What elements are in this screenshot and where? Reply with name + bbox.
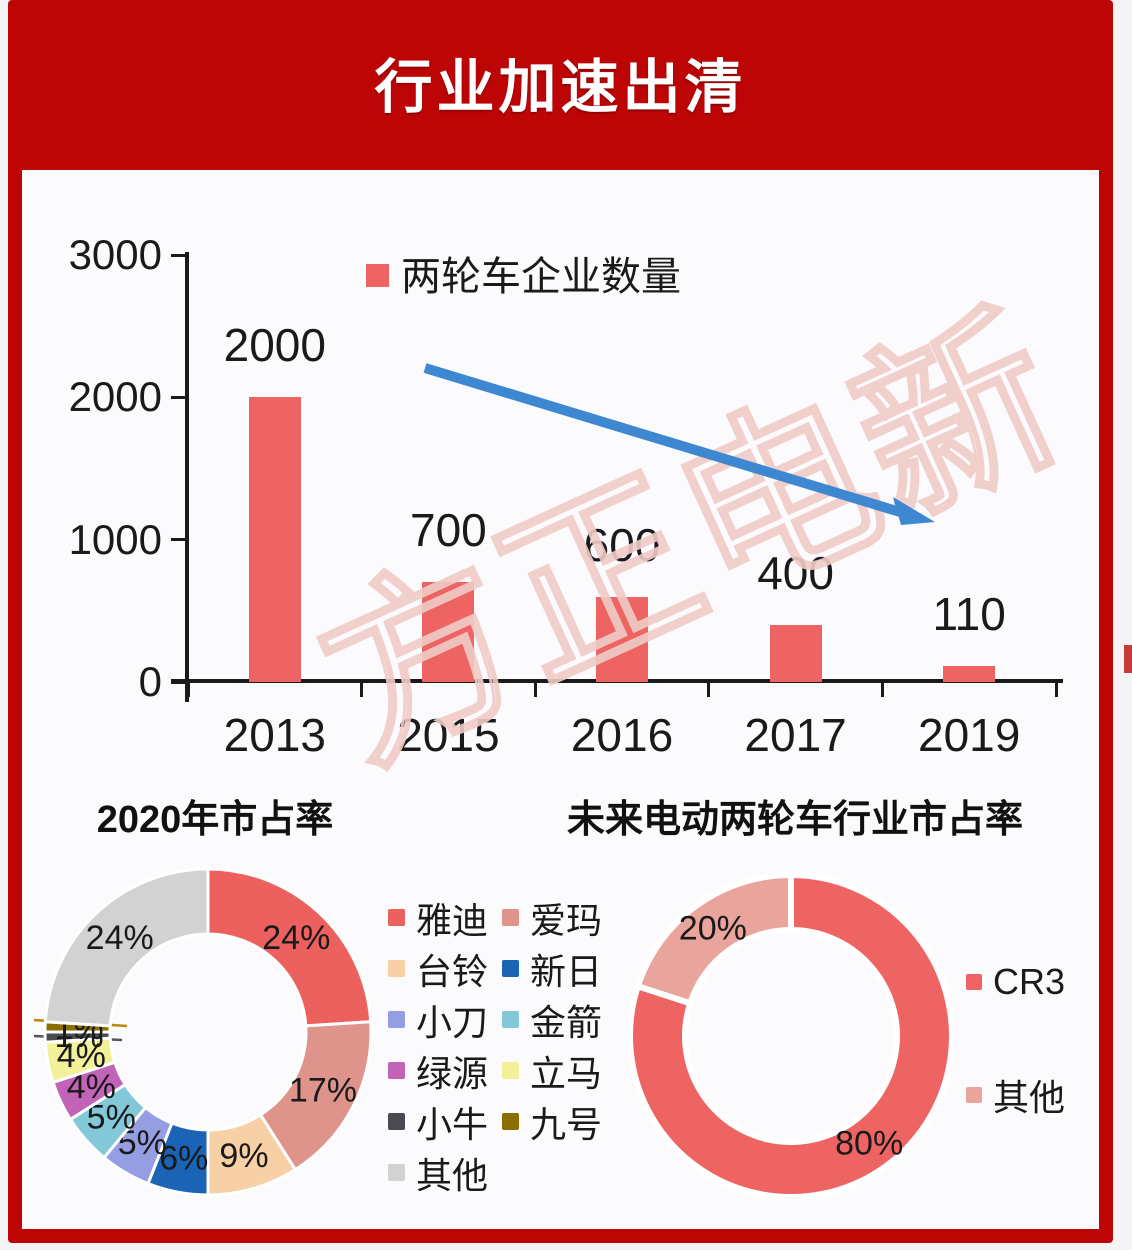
- legend-item-立马: 立马: [502, 1045, 616, 1096]
- content-panel: 3000 2000 1000 0 2000 2013 700 2015 600 2016 400 20…: [22, 170, 1099, 1229]
- legend-label-CR3: CR3: [993, 961, 1066, 1002]
- future-market-share-donut: 80% 20%: [627, 872, 955, 1200]
- bar-2015: [422, 582, 475, 682]
- legend-label-其他: 其他: [416, 1154, 489, 1196]
- legend-item-CR3: CR3: [966, 961, 1065, 1003]
- bar-value-label: 110: [932, 588, 1006, 641]
- y-tick: [171, 395, 188, 399]
- legend-label: 两轮车企业数量: [401, 255, 681, 299]
- legend-swatch: [366, 263, 389, 287]
- legend-swatch-小刀: [388, 1011, 405, 1028]
- legend-item-小刀: 小刀: [388, 994, 502, 1045]
- legend-label-小牛: 小牛: [416, 1103, 489, 1145]
- legend-swatch-爱玛: [502, 909, 519, 926]
- legend-swatch-其他: [388, 1164, 405, 1181]
- legend-label-九号: 九号: [530, 1103, 603, 1145]
- legend-label-金箭: 金箭: [530, 1001, 603, 1043]
- legend-swatch-金箭: [502, 1011, 519, 1028]
- donut-slice-label-其他: 24%: [86, 919, 154, 957]
- x-category-label: 2015: [397, 709, 500, 761]
- bar-2013: [248, 397, 301, 682]
- legend-label-绿源: 绿源: [416, 1052, 489, 1094]
- y-tick: [171, 680, 188, 684]
- x-tick: [707, 680, 711, 697]
- x-category-label: 2016: [570, 709, 674, 761]
- donut-slice-其他: [43, 867, 210, 1028]
- y-tick-label: 0: [138, 658, 162, 705]
- donut-slice-label-立马: 4%: [57, 1037, 106, 1075]
- bar-2017: [769, 625, 822, 682]
- donut-slice-label-台铃: 9%: [219, 1137, 268, 1175]
- x-tick: [186, 680, 190, 697]
- legend-swatch-新日: [502, 960, 519, 977]
- legend-swatch-其他: [966, 1087, 982, 1103]
- trend-arrow-shaft: [423, 363, 902, 517]
- donut-slice-label-其他: 20%: [679, 909, 747, 947]
- brand-legend: 雅迪 爱玛 台铃 新日 小刀 金箭 绿源 立马 小牛 九号 其他: [388, 892, 616, 1198]
- x-tick: [360, 680, 364, 697]
- market-share-2020-donut: 24%17%9%6%5%5%4%4%1%1%24%: [33, 867, 373, 1197]
- x-tick: [1054, 680, 1058, 697]
- legend-item-新日: 新日: [502, 943, 616, 994]
- bar-value-label: 600: [583, 518, 661, 571]
- legend-item-其他: 其他: [388, 1147, 502, 1198]
- y-tick: [171, 538, 188, 542]
- x-category-label: 2017: [744, 709, 847, 761]
- left-donut-title: 2020年市占率: [96, 799, 334, 841]
- x-category-label: 2019: [918, 709, 1021, 761]
- bar-value-label: 400: [757, 547, 834, 600]
- legend-item-绿源: 绿源: [388, 1045, 502, 1096]
- y-axis-line: [185, 252, 189, 702]
- page-title: 行业加速出清: [374, 55, 747, 120]
- legend-label-其他: 其他: [993, 1077, 1066, 1118]
- right-donut-title: 未来电动两轮车行业市占率: [566, 799, 1023, 841]
- legend-item-小牛: 小牛: [388, 1096, 502, 1147]
- bar-value-label: 700: [410, 504, 487, 557]
- legend-item-九号: 九号: [502, 1096, 616, 1147]
- donut-slice-CR3: [627, 872, 955, 1200]
- legend-label-台铃: 台铃: [416, 950, 489, 992]
- y-tick-label: 2000: [68, 373, 162, 421]
- donut-slice-label-爱玛: 17%: [289, 1072, 357, 1110]
- bar-chart-legend: 两轮车企业数量: [366, 244, 681, 302]
- legend-label-爱玛: 爱玛: [530, 899, 603, 941]
- legend-label-小刀: 小刀: [416, 1001, 489, 1043]
- donut-slice-label-新日: 6%: [159, 1140, 208, 1178]
- legend-swatch-立马: [502, 1062, 519, 1079]
- legend-swatch-绿源: [388, 1062, 405, 1079]
- y-tick-label: 1000: [68, 515, 162, 563]
- x-tick: [880, 680, 884, 697]
- bar-2016: [596, 596, 648, 682]
- donut-slice-其他: [634, 872, 794, 1007]
- legend-item-爱玛: 爱玛: [502, 892, 616, 943]
- y-tick-label: 3000: [68, 231, 162, 278]
- legend-swatch-小牛: [388, 1113, 405, 1130]
- legend-swatch-CR3: [966, 974, 982, 990]
- legend-swatch-雅迪: [388, 909, 405, 926]
- legend-swatch-九号: [502, 1113, 519, 1130]
- legend-label-立马: 立马: [530, 1052, 603, 1094]
- donut-slice-雅迪: [206, 867, 373, 1028]
- legend-item-金箭: 金箭: [502, 994, 616, 1045]
- x-tick: [533, 680, 537, 697]
- legend-item-雅迪: 雅迪: [388, 892, 502, 943]
- red-frame-panel: 行业加速出清 3000 2000 1000 0 2000 2013 700 2015 600 20…: [8, 0, 1113, 1243]
- donut-slice-label-CR3: 80%: [835, 1125, 903, 1163]
- legend-item-其他: 其他: [966, 1069, 1065, 1121]
- donut-slice-label-雅迪: 24%: [262, 919, 330, 957]
- legend-label-雅迪: 雅迪: [416, 899, 489, 941]
- trend-arrow: [423, 363, 935, 525]
- edge-red-fragment: [1124, 645, 1132, 673]
- bar-2019: [943, 666, 996, 682]
- bar-value-label: 2000: [223, 319, 326, 372]
- y-tick: [171, 253, 188, 257]
- legend-label-新日: 新日: [530, 950, 603, 992]
- legend-item-台铃: 台铃: [388, 943, 502, 994]
- x-category-label: 2013: [223, 709, 326, 761]
- trend-arrow-head: [893, 497, 935, 525]
- legend-swatch-台铃: [388, 960, 405, 977]
